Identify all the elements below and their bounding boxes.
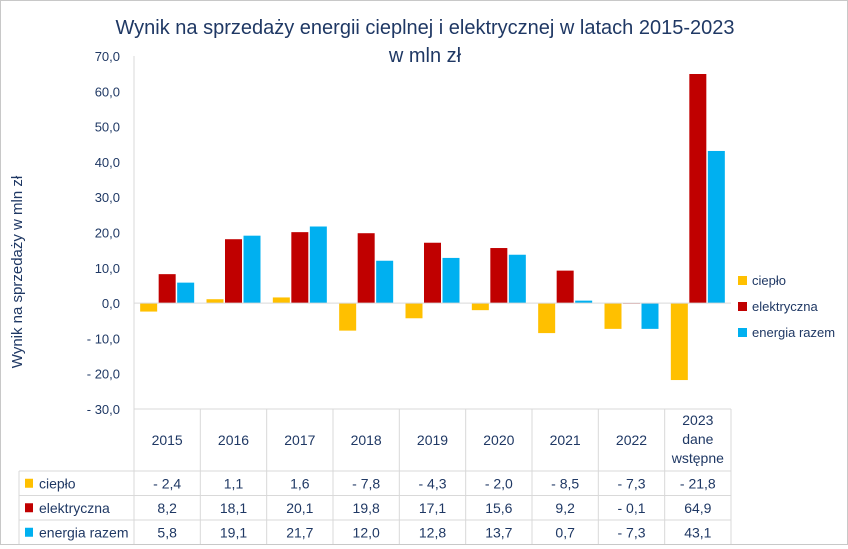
y-tick-label: 40,0 — [95, 155, 120, 170]
data-label: - 7,3 — [617, 475, 645, 491]
legend-label: ciepło — [752, 273, 786, 288]
table-series-name: ciepło — [39, 475, 76, 491]
data-label: 12,0 — [353, 524, 380, 540]
y-tick-label: 10,0 — [95, 261, 120, 276]
y-tick-label: 60,0 — [95, 84, 120, 99]
bar-ciepło-7 — [604, 303, 622, 329]
table-legend-key — [25, 503, 33, 513]
plot-area: 70,0 60,0 50,0 40,0 30,0 20,0 10,0 0,0 - 10,0 - 2… — [18, 49, 835, 545]
y-tick-label: 30,0 — [95, 190, 120, 205]
category-label: wstępne — [671, 450, 724, 466]
data-label: 9,2 — [555, 500, 575, 516]
bar-ciepło-2 — [272, 297, 290, 304]
data-label: - 2,4 — [153, 475, 181, 491]
category-label: dane — [682, 431, 713, 447]
category-label: 2015 — [152, 432, 183, 448]
category-label: 2022 — [616, 432, 647, 448]
category-label: 2019 — [417, 432, 448, 448]
bar-energia-razem-6 — [575, 300, 593, 304]
y-tick-label: 50,0 — [95, 120, 120, 135]
data-label: - 2,0 — [485, 475, 513, 491]
bar-elektryczna-6 — [556, 270, 574, 304]
bar-ciepło-8 — [670, 303, 688, 381]
bar-elektryczna-2 — [291, 232, 309, 304]
data-label: - 8,5 — [551, 475, 579, 491]
data-label: 1,6 — [290, 475, 310, 491]
bar-energia-razem-5 — [508, 254, 526, 304]
category-label: 2021 — [550, 432, 581, 448]
y-tick-label: 70,0 — [95, 49, 120, 64]
data-label: 1,1 — [224, 475, 244, 491]
data-label: 8,2 — [157, 500, 177, 516]
bar-elektryczna-5 — [490, 248, 508, 304]
chart-title: Wynik na sprzedaży energii cieplnej i el… — [115, 17, 734, 39]
table-series-name: elektryczna — [39, 500, 110, 516]
bar-ciepło-4 — [405, 303, 423, 319]
data-label: 21,7 — [286, 524, 313, 540]
data-label: 17,1 — [419, 500, 446, 516]
data-label: 64,9 — [684, 500, 711, 516]
legend-label: energia razem — [752, 325, 835, 340]
category-label: 2016 — [218, 432, 249, 448]
bar-energia-razem-4 — [442, 257, 460, 304]
y-tick-label: 20,0 — [95, 226, 120, 241]
table-series-name: energia razem — [39, 524, 129, 540]
y-tick-label: - 10,0 — [87, 331, 120, 346]
bar-energia-razem-3 — [376, 260, 394, 304]
chart-subtitle: w mln zł — [388, 45, 462, 67]
table-legend-key — [25, 527, 33, 537]
bar-energia-razem-1 — [243, 235, 261, 304]
bar-energia-razem-7 — [641, 303, 659, 329]
bar-elektryczna-0 — [158, 274, 176, 304]
data-label: - 7,8 — [352, 475, 380, 491]
legend-key — [738, 302, 747, 311]
data-label: 43,1 — [684, 524, 711, 540]
bar-elektryczna-3 — [357, 233, 375, 304]
bar-elektryczna-1 — [225, 239, 242, 304]
bar-energia-razem-8 — [707, 150, 725, 304]
data-label: 5,8 — [157, 524, 177, 540]
category-label: 2023 — [682, 412, 713, 428]
bar-ciepło-5 — [471, 303, 489, 311]
y-axis-label: Wynik na sprzedaży w mln zł — [9, 175, 26, 368]
data-label: 20,1 — [286, 500, 313, 516]
legend-key — [738, 276, 747, 285]
category-label: 2020 — [483, 432, 514, 448]
bar-ciepło-0 — [140, 303, 158, 312]
y-tick-label: - 30,0 — [87, 402, 120, 417]
bar-energia-razem-2 — [309, 226, 327, 304]
data-label: 19,8 — [353, 500, 380, 516]
bar-ciepło-6 — [538, 303, 556, 334]
category-label: 2017 — [284, 432, 315, 448]
legend-key — [738, 328, 747, 337]
data-label: - 4,3 — [418, 475, 446, 491]
data-label: 13,7 — [485, 524, 512, 540]
data-label: 15,6 — [485, 500, 512, 516]
legend-label: elektryczna — [752, 299, 819, 314]
data-label: 12,8 — [419, 524, 446, 540]
data-label: - 0,1 — [617, 500, 645, 516]
data-label: 19,1 — [220, 524, 247, 540]
y-tick-label: - 20,0 — [87, 367, 120, 382]
bar-elektryczna-4 — [424, 242, 441, 304]
bar-elektryczna-8 — [689, 74, 707, 304]
bar-ciepło-3 — [339, 303, 357, 331]
bar-energia-razem-0 — [177, 282, 195, 304]
table-legend-key — [25, 478, 33, 488]
data-label: 18,1 — [220, 500, 247, 516]
bar-ciepło-1 — [206, 299, 224, 304]
data-label: - 21,8 — [680, 475, 716, 491]
y-tick-label: 0,0 — [102, 296, 120, 311]
category-label: 2018 — [351, 432, 382, 448]
data-label: 0,7 — [555, 524, 575, 540]
data-label: - 7,3 — [617, 524, 645, 540]
